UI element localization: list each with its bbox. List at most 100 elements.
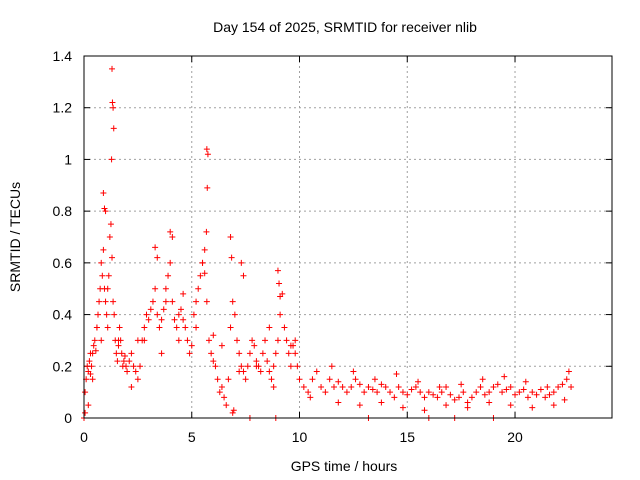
data-point [101,205,108,212]
data-point [326,376,333,383]
data-point [173,324,180,331]
data-point [82,389,89,396]
data-point [244,363,251,370]
data-point [378,399,385,406]
data-point [147,306,154,313]
data-point [253,363,260,370]
data-point [156,324,163,331]
data-point [477,383,484,390]
data-point [175,311,182,318]
data-point [408,386,415,393]
data-point [550,402,557,409]
data-point [203,146,210,153]
data-point [468,394,475,401]
data-point [154,254,161,261]
data-point [328,363,335,370]
data-point [145,316,152,323]
data-point [167,228,174,235]
data-point [555,383,562,390]
y-tick-label: 0.6 [53,255,73,271]
data-point [93,324,100,331]
data-point [205,337,212,344]
y-axis-title: SRMTID / TECUs [7,182,23,292]
data-point [193,298,200,305]
data-point [109,99,116,106]
data-point [565,368,572,375]
data-point [167,259,174,266]
data-point [421,394,428,401]
data-point [559,381,566,388]
data-point [421,407,428,414]
data-point [223,402,230,409]
x-axis-title: GPS time / hours [291,458,398,474]
data-point [520,386,527,393]
data-point [455,394,462,401]
grid [84,56,612,418]
data-point [195,285,202,292]
data-point [95,311,102,318]
data-point [132,368,139,375]
data-point [443,383,450,390]
data-point [87,350,94,357]
data-point [86,358,93,365]
data-point [169,298,176,305]
data-point [88,363,95,370]
data-point [228,254,235,261]
data-point [486,399,493,406]
data-point [110,298,117,305]
data-point [210,332,217,339]
data-point [114,358,121,365]
data-point [236,368,243,375]
data-point [563,376,570,383]
data-point [100,190,107,197]
data-point [152,244,159,251]
data-point [152,285,159,292]
data-point [249,337,256,344]
data-point [113,350,120,357]
x-tick-label: 0 [80,429,88,445]
data-point [361,389,368,396]
data-point [537,386,544,393]
data-point [137,363,144,370]
data-point [143,311,150,318]
data-point [499,389,506,396]
data-point [251,342,258,349]
data-point [240,272,247,279]
y-tick-label: 1.4 [53,48,73,64]
data-point [266,324,273,331]
data-point [546,391,553,398]
data-point [107,221,114,228]
data-point [501,373,508,380]
data-point [253,358,260,365]
data-point [335,399,342,406]
data-point [154,311,161,318]
data-point [322,389,329,396]
data-point [438,389,445,396]
data-point [404,391,411,398]
data-point [99,272,106,279]
data-point [218,383,225,390]
x-tick-label: 20 [507,429,523,445]
x-tick-label: 5 [188,429,196,445]
data-point [229,409,236,416]
axis-ticks: 0 0.2 0.4 0.6 0.8 1 1.2 1.4 0 5 10 15 20 [53,48,612,445]
data-point [116,324,123,331]
data-point [296,376,303,383]
data-point [287,363,294,370]
y-tick-label: 0.4 [53,307,73,323]
data-point [276,280,283,287]
data-point [85,402,92,409]
x-tick-label: 10 [292,429,308,445]
data-point [544,383,551,390]
y-tick-label: 1 [64,151,72,167]
data-point [533,391,540,398]
data-point [89,376,96,383]
data-point [270,363,277,370]
data-point [134,376,141,383]
data-point [283,337,290,344]
data-point [264,358,271,365]
data-point [313,368,320,375]
data-point [100,246,107,253]
data-point [287,342,294,349]
